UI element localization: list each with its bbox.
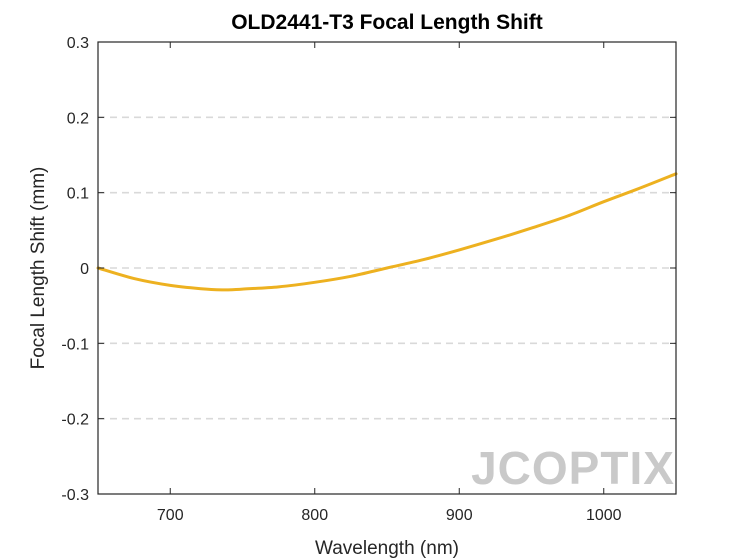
chart-title: OLD2441-T3 Focal Length Shift bbox=[231, 11, 543, 34]
x-tick-label: 900 bbox=[446, 507, 473, 524]
y-axis-label: Focal Length Shift (mm) bbox=[28, 167, 49, 370]
x-tick-label: 700 bbox=[157, 507, 184, 524]
y-tick-label: -0.3 bbox=[61, 487, 89, 504]
series-layer bbox=[96, 172, 678, 292]
series-line bbox=[96, 172, 678, 292]
ticks: -0.3 -0.2 -0.1 0 0.1 0.2 0.3 700 800 900 1000 bbox=[61, 35, 676, 524]
y-tick-label: 0.1 bbox=[67, 186, 89, 203]
y-tick-label: -0.1 bbox=[61, 336, 89, 353]
y-tick-label: 0.3 bbox=[67, 35, 89, 52]
x-tick-label: 1000 bbox=[586, 507, 622, 524]
x-axis-label: Wavelength (nm) bbox=[315, 538, 459, 559]
y-tick-label: 0 bbox=[80, 261, 89, 278]
y-tick-label: 0.2 bbox=[67, 110, 89, 127]
y-tick-label: -0.2 bbox=[61, 412, 89, 429]
watermark-logo: JCOPTIX bbox=[471, 442, 675, 494]
x-tick-label: 800 bbox=[301, 507, 328, 524]
